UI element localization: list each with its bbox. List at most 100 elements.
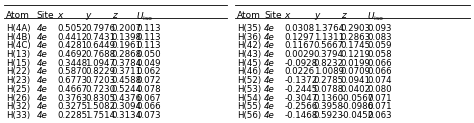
Text: 0.066: 0.066	[136, 102, 161, 111]
Text: 1.5082: 1.5082	[85, 102, 115, 111]
Text: H(53): H(53)	[237, 85, 261, 94]
Text: 4e: 4e	[36, 67, 47, 76]
Text: 4e: 4e	[264, 111, 275, 120]
Text: 0.1360: 0.1360	[314, 94, 344, 103]
Text: 0.1219: 0.1219	[341, 50, 371, 59]
Text: y: y	[314, 11, 319, 20]
Text: 0.4412: 0.4412	[57, 32, 87, 41]
Text: 4e: 4e	[36, 32, 47, 41]
Text: 0.3763: 0.3763	[57, 94, 87, 103]
Text: x: x	[284, 11, 290, 20]
Text: 4e: 4e	[36, 102, 47, 111]
Text: 0.5667: 0.5667	[314, 41, 344, 50]
Text: 0.1167: 0.1167	[284, 41, 314, 50]
Text: -0.1468: -0.1468	[284, 111, 318, 120]
Text: H(15): H(15)	[6, 59, 30, 68]
Text: 0.072: 0.072	[136, 76, 161, 85]
Text: H(55): H(55)	[237, 102, 261, 111]
Text: Atom: Atom	[6, 11, 30, 20]
Text: $U_{\rm iso}$: $U_{\rm iso}$	[136, 11, 154, 23]
Text: 0.074: 0.074	[367, 76, 392, 85]
Text: 0.113: 0.113	[136, 41, 161, 50]
Text: 0.0941: 0.0941	[341, 76, 371, 85]
Text: 0.062: 0.062	[136, 67, 161, 76]
Text: Site: Site	[264, 11, 282, 20]
Text: 4e: 4e	[264, 41, 275, 50]
Text: 0.3794: 0.3794	[314, 50, 344, 59]
Text: H(23): H(23)	[6, 76, 30, 85]
Text: 4e: 4e	[264, 24, 275, 33]
Text: 0.059: 0.059	[367, 41, 392, 50]
Text: -0.2445: -0.2445	[284, 85, 318, 94]
Text: 4e: 4e	[264, 76, 275, 85]
Text: 0.1745: 0.1745	[341, 41, 371, 50]
Text: 0.078: 0.078	[136, 85, 161, 94]
Text: 0.2285: 0.2285	[57, 111, 87, 120]
Text: 1.0089: 1.0089	[314, 67, 344, 76]
Text: H(26): H(26)	[6, 94, 30, 103]
Text: 0.5870: 0.5870	[57, 67, 87, 76]
Text: 0.0788: 0.0788	[314, 85, 344, 94]
Text: 0.7431: 0.7431	[85, 32, 115, 41]
Text: 0.8305: 0.8305	[85, 94, 115, 103]
Text: H(4A): H(4A)	[6, 24, 31, 33]
Text: 0.3134: 0.3134	[112, 111, 142, 120]
Text: 4e: 4e	[36, 24, 47, 33]
Text: 0.1297: 0.1297	[284, 32, 314, 41]
Text: 0.4667: 0.4667	[57, 85, 87, 94]
Text: 0.4281: 0.4281	[57, 41, 87, 50]
Text: -0.0452: -0.0452	[341, 111, 374, 120]
Text: 0.8232: 0.8232	[314, 59, 344, 68]
Text: 0.2863: 0.2863	[341, 32, 371, 41]
Text: 0.073: 0.073	[136, 111, 161, 120]
Text: 0.6773: 0.6773	[57, 76, 87, 85]
Text: H(33): H(33)	[6, 111, 30, 120]
Text: 4e: 4e	[36, 50, 47, 59]
Text: 0.080: 0.080	[367, 85, 392, 94]
Text: 4e: 4e	[264, 102, 275, 111]
Text: 4e: 4e	[36, 76, 47, 85]
Text: 4e: 4e	[36, 85, 47, 94]
Text: 0.7230: 0.7230	[85, 85, 115, 94]
Text: H(43): H(43)	[237, 50, 261, 59]
Text: 0.0199: 0.0199	[341, 59, 371, 68]
Text: 0.4376: 0.4376	[112, 94, 142, 103]
Text: Atom: Atom	[237, 11, 261, 20]
Text: 0.083: 0.083	[367, 32, 392, 41]
Text: 0.0226: 0.0226	[284, 67, 314, 76]
Text: 0.3275: 0.3275	[57, 102, 87, 111]
Text: y: y	[85, 11, 91, 20]
Text: x: x	[57, 11, 63, 20]
Text: 0.4692: 0.4692	[57, 50, 87, 59]
Text: -0.0567: -0.0567	[341, 94, 374, 103]
Text: 0.2903: 0.2903	[341, 24, 371, 33]
Text: 0.5244: 0.5244	[112, 85, 142, 94]
Text: -0.0928: -0.0928	[284, 59, 317, 68]
Text: H(36): H(36)	[237, 32, 261, 41]
Text: 4e: 4e	[264, 32, 275, 41]
Text: -0.1372: -0.1372	[284, 76, 318, 85]
Text: 0.4588: 0.4588	[112, 76, 142, 85]
Text: -0.0986: -0.0986	[341, 102, 374, 111]
Text: 0.113: 0.113	[136, 24, 161, 33]
Text: 0.0308: 0.0308	[284, 24, 314, 33]
Text: 0.3784: 0.3784	[112, 59, 142, 68]
Text: 0.3448: 0.3448	[57, 59, 87, 68]
Text: 0.071: 0.071	[367, 94, 392, 103]
Text: 0.1398: 0.1398	[112, 32, 142, 41]
Text: 4e: 4e	[36, 111, 47, 120]
Text: 0.049: 0.049	[136, 59, 161, 68]
Text: 0.8229: 0.8229	[85, 67, 115, 76]
Text: $U_{\rm iso}$: $U_{\rm iso}$	[367, 11, 384, 23]
Text: 4e: 4e	[264, 85, 275, 94]
Text: 0.113: 0.113	[136, 32, 161, 41]
Text: H(4B): H(4B)	[6, 32, 31, 41]
Text: 4e: 4e	[264, 50, 275, 59]
Text: z: z	[112, 11, 117, 20]
Text: H(45): H(45)	[237, 59, 261, 68]
Text: 1.7514: 1.7514	[85, 111, 115, 120]
Text: 4e: 4e	[36, 59, 47, 68]
Text: H(25): H(25)	[6, 85, 30, 94]
Text: 0.5052: 0.5052	[57, 24, 87, 33]
Text: H(32): H(32)	[6, 102, 30, 111]
